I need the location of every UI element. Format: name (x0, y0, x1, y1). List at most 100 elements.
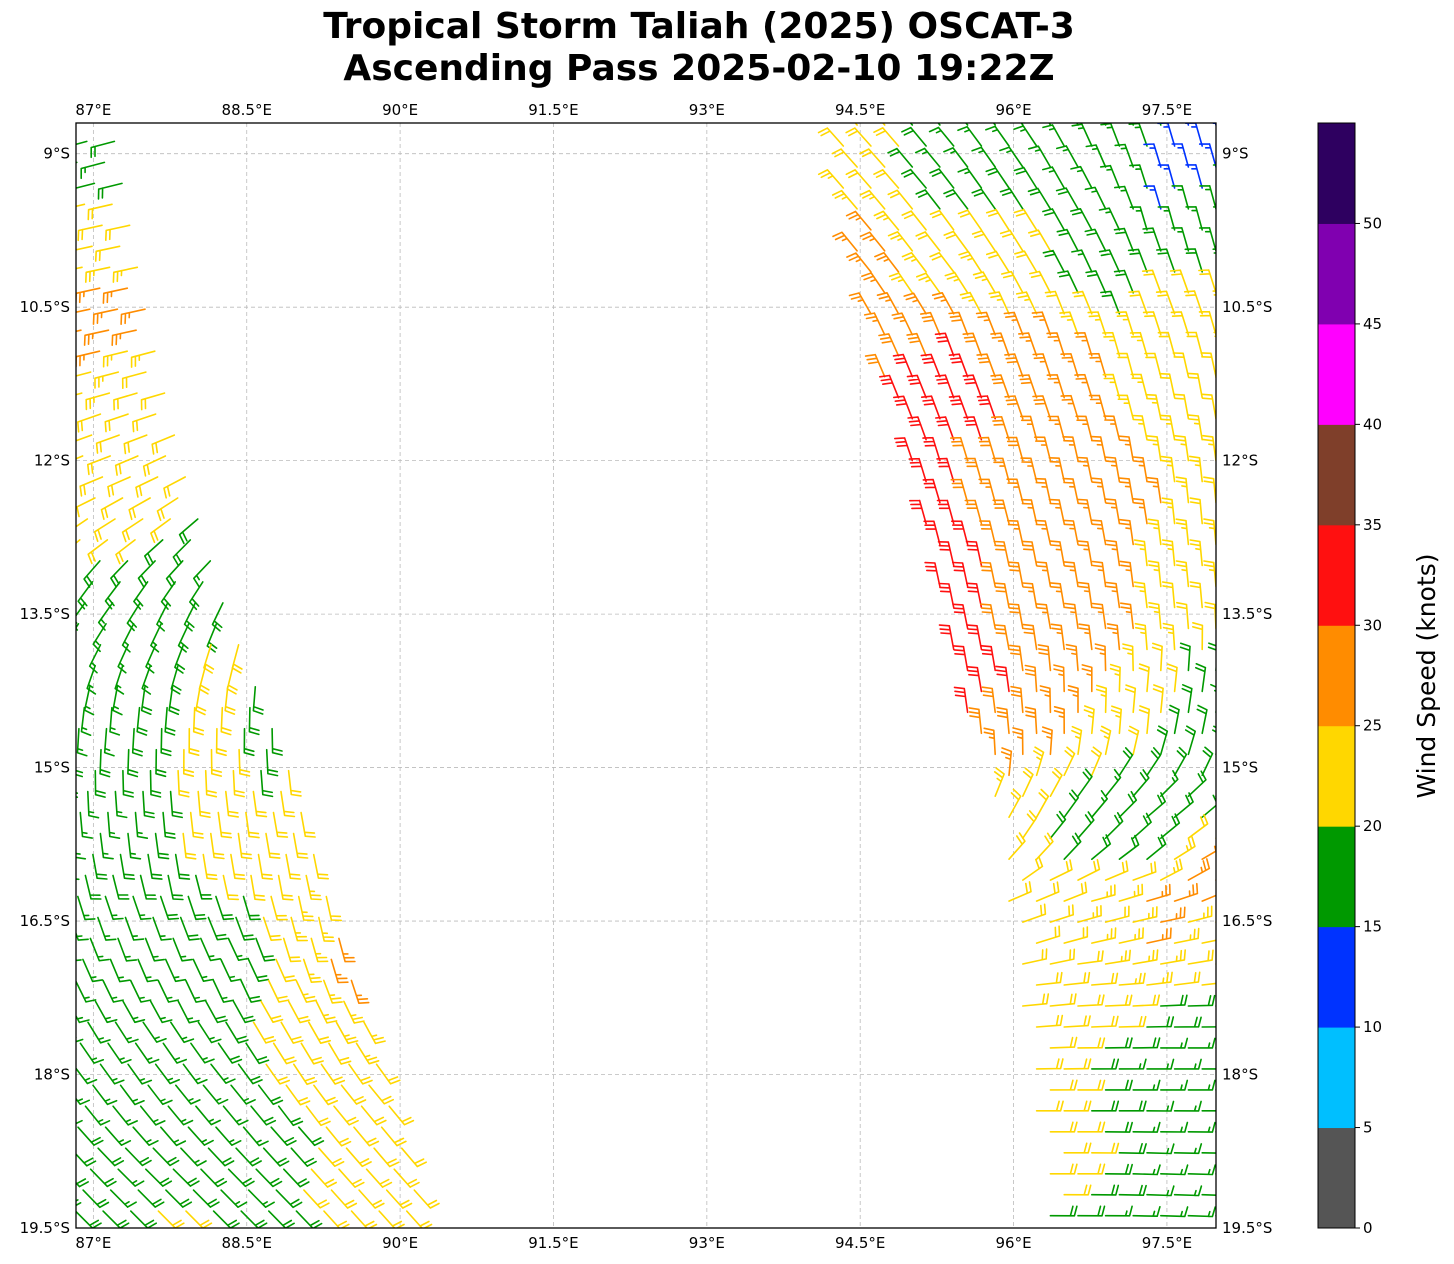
wind-barb (1166, 663, 1178, 693)
wind-barb (1187, 1121, 1216, 1133)
wind-barb (1087, 311, 1107, 336)
wind-barb (1029, 270, 1052, 294)
wind-barb (137, 958, 158, 983)
wind-barb (1060, 353, 1079, 378)
wind-barb (230, 853, 246, 880)
wind-barb (200, 1168, 228, 1188)
wind-barb (1146, 747, 1162, 777)
wind-barb (89, 1168, 117, 1188)
wind-barb (1187, 1079, 1216, 1091)
wind-barb (878, 333, 900, 357)
wind-barb (1221, 623, 1231, 650)
wind-barb (874, 252, 900, 273)
wind-barb (951, 520, 969, 546)
wind-barb (1056, 228, 1079, 252)
wind-barb (353, 1126, 380, 1147)
wind-barb (150, 623, 162, 653)
wind-barb (1007, 561, 1024, 588)
wind-barb (962, 374, 983, 399)
wind-barb (33, 204, 57, 220)
wind-barb (1201, 1152, 1216, 1154)
wind-barb (1146, 1058, 1175, 1070)
wind-barb (1146, 927, 1172, 944)
wind-barb (135, 476, 159, 498)
wind-barb (115, 539, 136, 565)
wind-barb (132, 1126, 159, 1146)
wind-barb (1064, 602, 1079, 630)
wind-barb (1110, 705, 1122, 735)
wind-barb (76, 931, 89, 941)
wind-barb (950, 436, 969, 462)
wind-barb (292, 832, 309, 859)
wind-barb (1077, 811, 1095, 839)
wind-barb (1175, 560, 1190, 588)
wind-barb (971, 146, 996, 168)
wind-barb (1104, 1037, 1133, 1049)
wind-barb (1091, 746, 1102, 777)
wind-barb (1063, 881, 1088, 902)
wind-barb (1039, 685, 1052, 714)
wind-barb (77, 1126, 104, 1146)
wind-barb (992, 457, 1010, 483)
wind-barb (887, 231, 914, 252)
wind-barb (312, 853, 329, 880)
wind-barb (368, 1084, 394, 1105)
wind-barb (1184, 248, 1203, 273)
wind-barb (1042, 166, 1065, 189)
wind-barb (94, 371, 119, 389)
wind-barb (1063, 832, 1082, 860)
wind-barb (132, 413, 157, 433)
wind-barb (966, 666, 983, 693)
wind-barb (1244, 951, 1269, 964)
wind-barb (56, 687, 65, 715)
wind-barb (22, 414, 45, 431)
wind-barb (149, 1000, 173, 1024)
lon-tick-label-top: 93°E (689, 101, 725, 119)
wind-barb (131, 727, 143, 757)
wind-barb (1133, 581, 1148, 609)
wind-barb (265, 748, 279, 777)
wind-barb (948, 395, 969, 420)
wind-barb (85, 392, 111, 411)
wind-barb (77, 413, 102, 433)
wind-barb (1032, 395, 1052, 420)
wind-barb (861, 272, 886, 294)
wind-barb (1024, 664, 1038, 693)
wind-barb (1048, 498, 1065, 525)
wind-barb (1060, 394, 1079, 420)
wind-barb (1003, 311, 1024, 336)
wind-barb (1010, 685, 1024, 714)
wind-barb (1074, 373, 1093, 399)
wind-barb (957, 125, 983, 147)
wind-barb (82, 1189, 110, 1209)
wind-barb (295, 1210, 323, 1228)
wind-barb (953, 686, 969, 714)
wind-barb (1105, 581, 1121, 609)
wind-barb (242, 1126, 269, 1147)
wind-barb (1133, 539, 1148, 567)
wind-barb (160, 727, 172, 757)
wind-barb (252, 790, 268, 818)
colorbar-tick-label: 5 (1363, 1119, 1373, 1137)
wind-barb (873, 127, 900, 147)
wind-barb (1104, 949, 1131, 965)
wind-barb (887, 189, 914, 210)
wind-barb (76, 371, 92, 382)
wind-barb (76, 518, 89, 528)
wind-barb (195, 874, 213, 900)
wind-barb (1230, 394, 1244, 419)
wind-barb (1143, 185, 1162, 210)
wind-barb (1091, 602, 1107, 630)
wind-barb (1053, 706, 1065, 735)
wind-barb (174, 853, 191, 880)
lon-tick-label-bottom: 90°E (382, 1234, 418, 1252)
wind-barb (996, 706, 1010, 735)
wind-barb (164, 706, 176, 736)
wind-barb (1173, 927, 1200, 944)
wind-barb (175, 1084, 201, 1105)
wind-barb (182, 832, 197, 860)
wind-barb (845, 127, 872, 147)
wind-barb (936, 457, 955, 483)
wind-barb (325, 1126, 352, 1147)
wind-barb (210, 1063, 236, 1084)
